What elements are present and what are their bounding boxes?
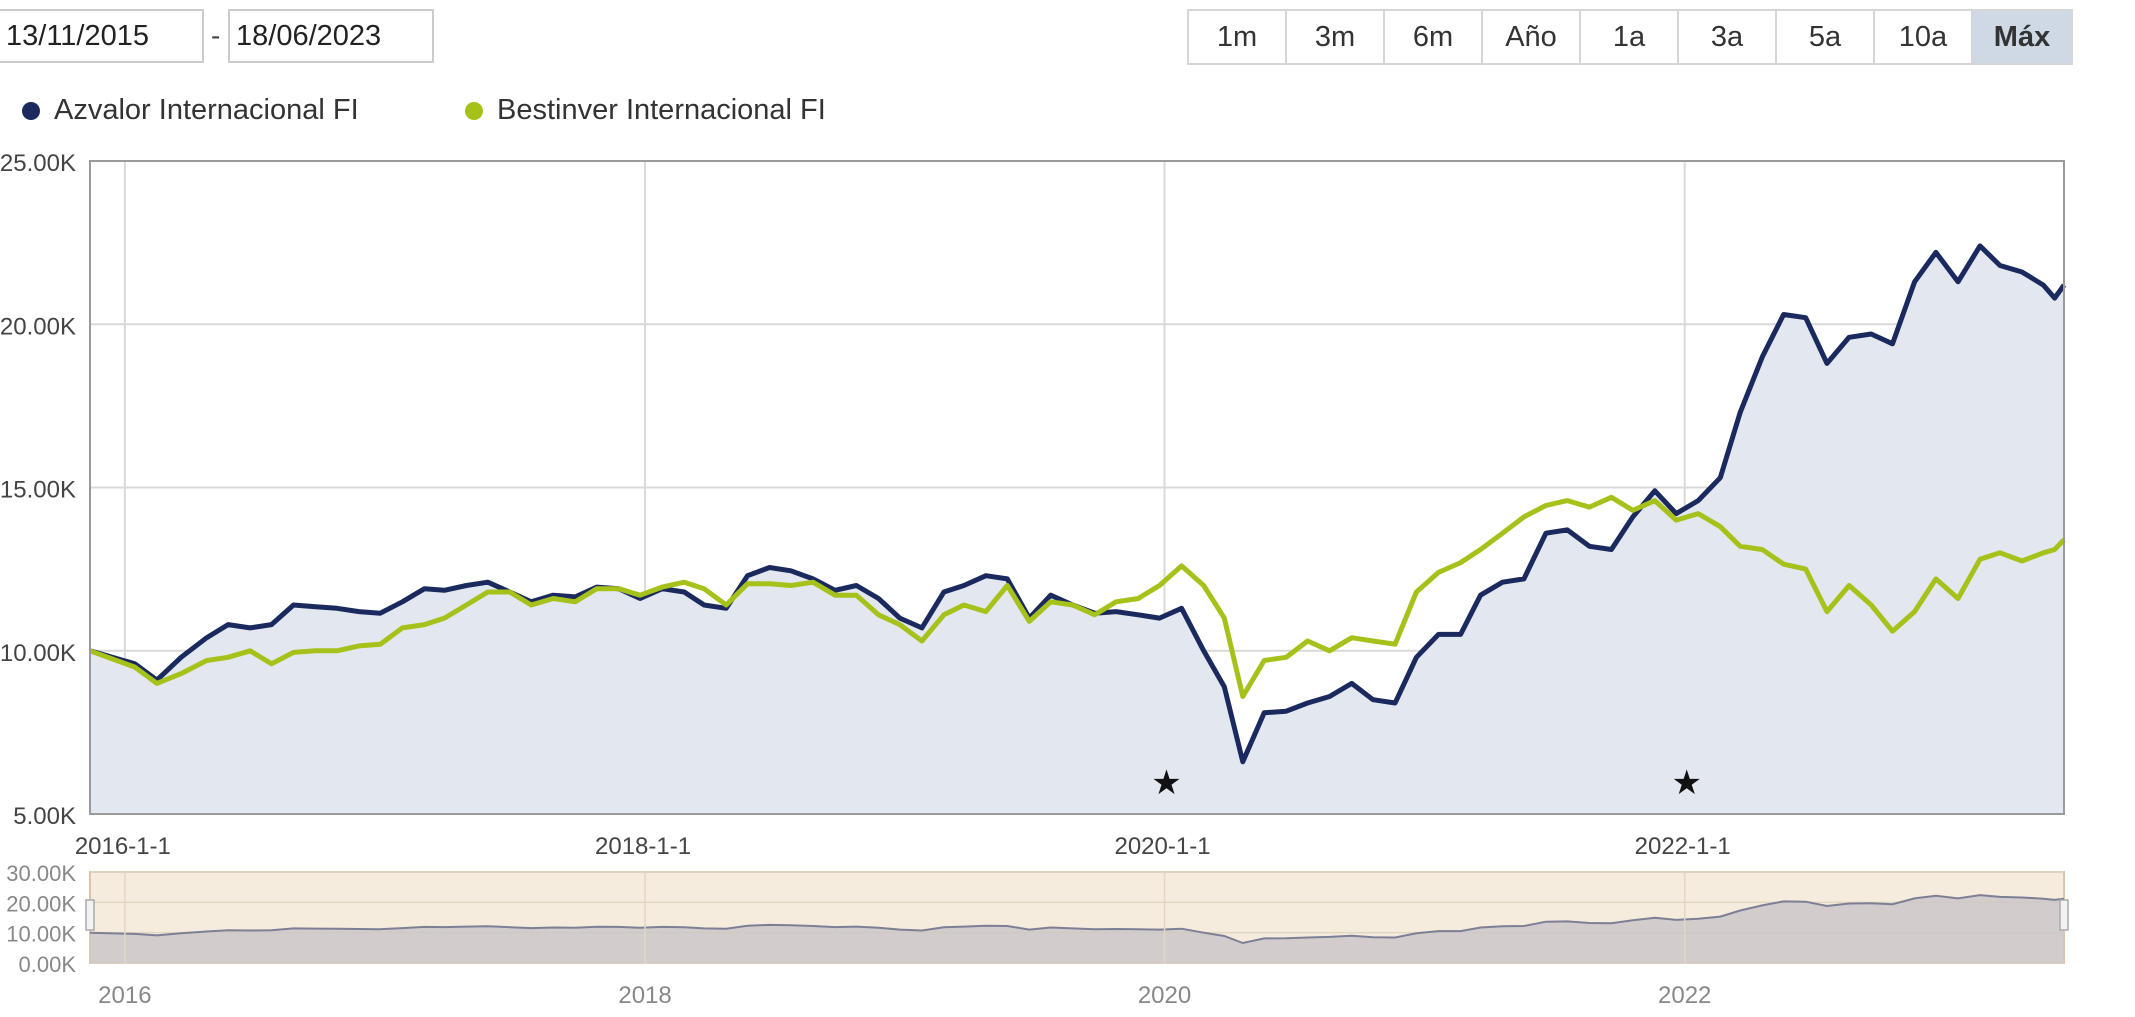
azvalor-area-fill	[90, 245, 2064, 814]
navigator-y-tick-label: 30.00K	[6, 861, 76, 886]
event-star-marker[interactable]: ★	[1151, 763, 1181, 803]
range-button-10y[interactable]: 10a	[1875, 11, 1973, 63]
legend-marker-bestinver	[465, 101, 483, 120]
navigator-y-tick-label: 20.00K	[6, 891, 76, 916]
x-tick-label: 2022-1-1	[1635, 833, 1731, 860]
y-tick-label: 15.00K	[0, 477, 76, 504]
date-to-input[interactable]: 18/06/2023	[228, 9, 434, 63]
range-button-3m[interactable]: 3m	[1287, 11, 1385, 63]
plot-frame	[89, 160, 2065, 815]
range-button-5y[interactable]: 5a	[1777, 11, 1875, 63]
y-axis-ticks: 25.00K 20.00K 15.00K 10.00K 5.00K	[0, 150, 76, 830]
y-tick-label: 20.00K	[0, 313, 76, 340]
legend-label-bestinver: Bestinver Internacional FI	[497, 94, 826, 126]
navigator-x-tick-label: 2020	[1138, 982, 1191, 1009]
legend-marker-azvalor	[22, 101, 40, 120]
range-button-max[interactable]: Máx	[1973, 11, 2071, 63]
x-axis-ticks: 2016-1-1 2018-1-1 2020-1-1 2022-1-1	[75, 833, 1731, 860]
y-tick-label: 5.00K	[13, 803, 76, 830]
navigator-x-tick-label: 2022	[1658, 982, 1711, 1009]
navigator-y-tick-label: 10.00K	[6, 922, 76, 947]
range-button-3y[interactable]: 3a	[1679, 11, 1777, 63]
navigator-handle[interactable]	[2059, 899, 2069, 931]
y-tick-label: 25.00K	[0, 150, 76, 177]
date-range-separator: -	[211, 20, 221, 51]
date-from-input[interactable]: 13/11/2015	[0, 9, 204, 63]
navigator-x-tick-label: 2018	[618, 982, 671, 1009]
navigator-line	[89, 894, 2065, 945]
legend-item-bestinver[interactable]: Bestinver Internacional FI	[465, 94, 826, 127]
annotations: ★ ★	[1151, 763, 1702, 803]
event-star-marker[interactable]: ★	[1671, 763, 1701, 803]
legend-label-azvalor: Azvalor Internacional FI	[54, 94, 359, 126]
range-selector: 1m 3m 6m Año 1a 3a 5a 10a Máx	[1187, 9, 2073, 65]
legend-item-azvalor[interactable]: Azvalor Internacional FI	[22, 94, 359, 127]
range-button-ytd[interactable]: Año	[1483, 11, 1581, 63]
navigator-x-tick-label: 2016	[98, 982, 151, 1009]
series-line-bestinver[interactable]	[89, 494, 2066, 699]
series-line-azvalor[interactable]	[89, 243, 2067, 765]
navigator[interactable]: 30.00K 20.00K 10.00K 0.00K 2016 2018 2020 2022	[6, 861, 2069, 1009]
range-button-1y[interactable]: 1a	[1581, 11, 1679, 63]
range-button-6m[interactable]: 6m	[1385, 11, 1483, 63]
y-tick-label: 10.00K	[0, 640, 76, 667]
page-margin	[2073, 0, 2135, 1017]
x-tick-label: 2020-1-1	[1114, 833, 1210, 860]
x-tick-label: 2016-1-1	[75, 833, 171, 860]
x-tick-label: 2018-1-1	[595, 833, 691, 860]
navigator-y-tick-label: 0.00K	[19, 952, 77, 977]
navigator-handle[interactable]	[85, 899, 95, 931]
range-button-1m[interactable]: 1m	[1189, 11, 1287, 63]
